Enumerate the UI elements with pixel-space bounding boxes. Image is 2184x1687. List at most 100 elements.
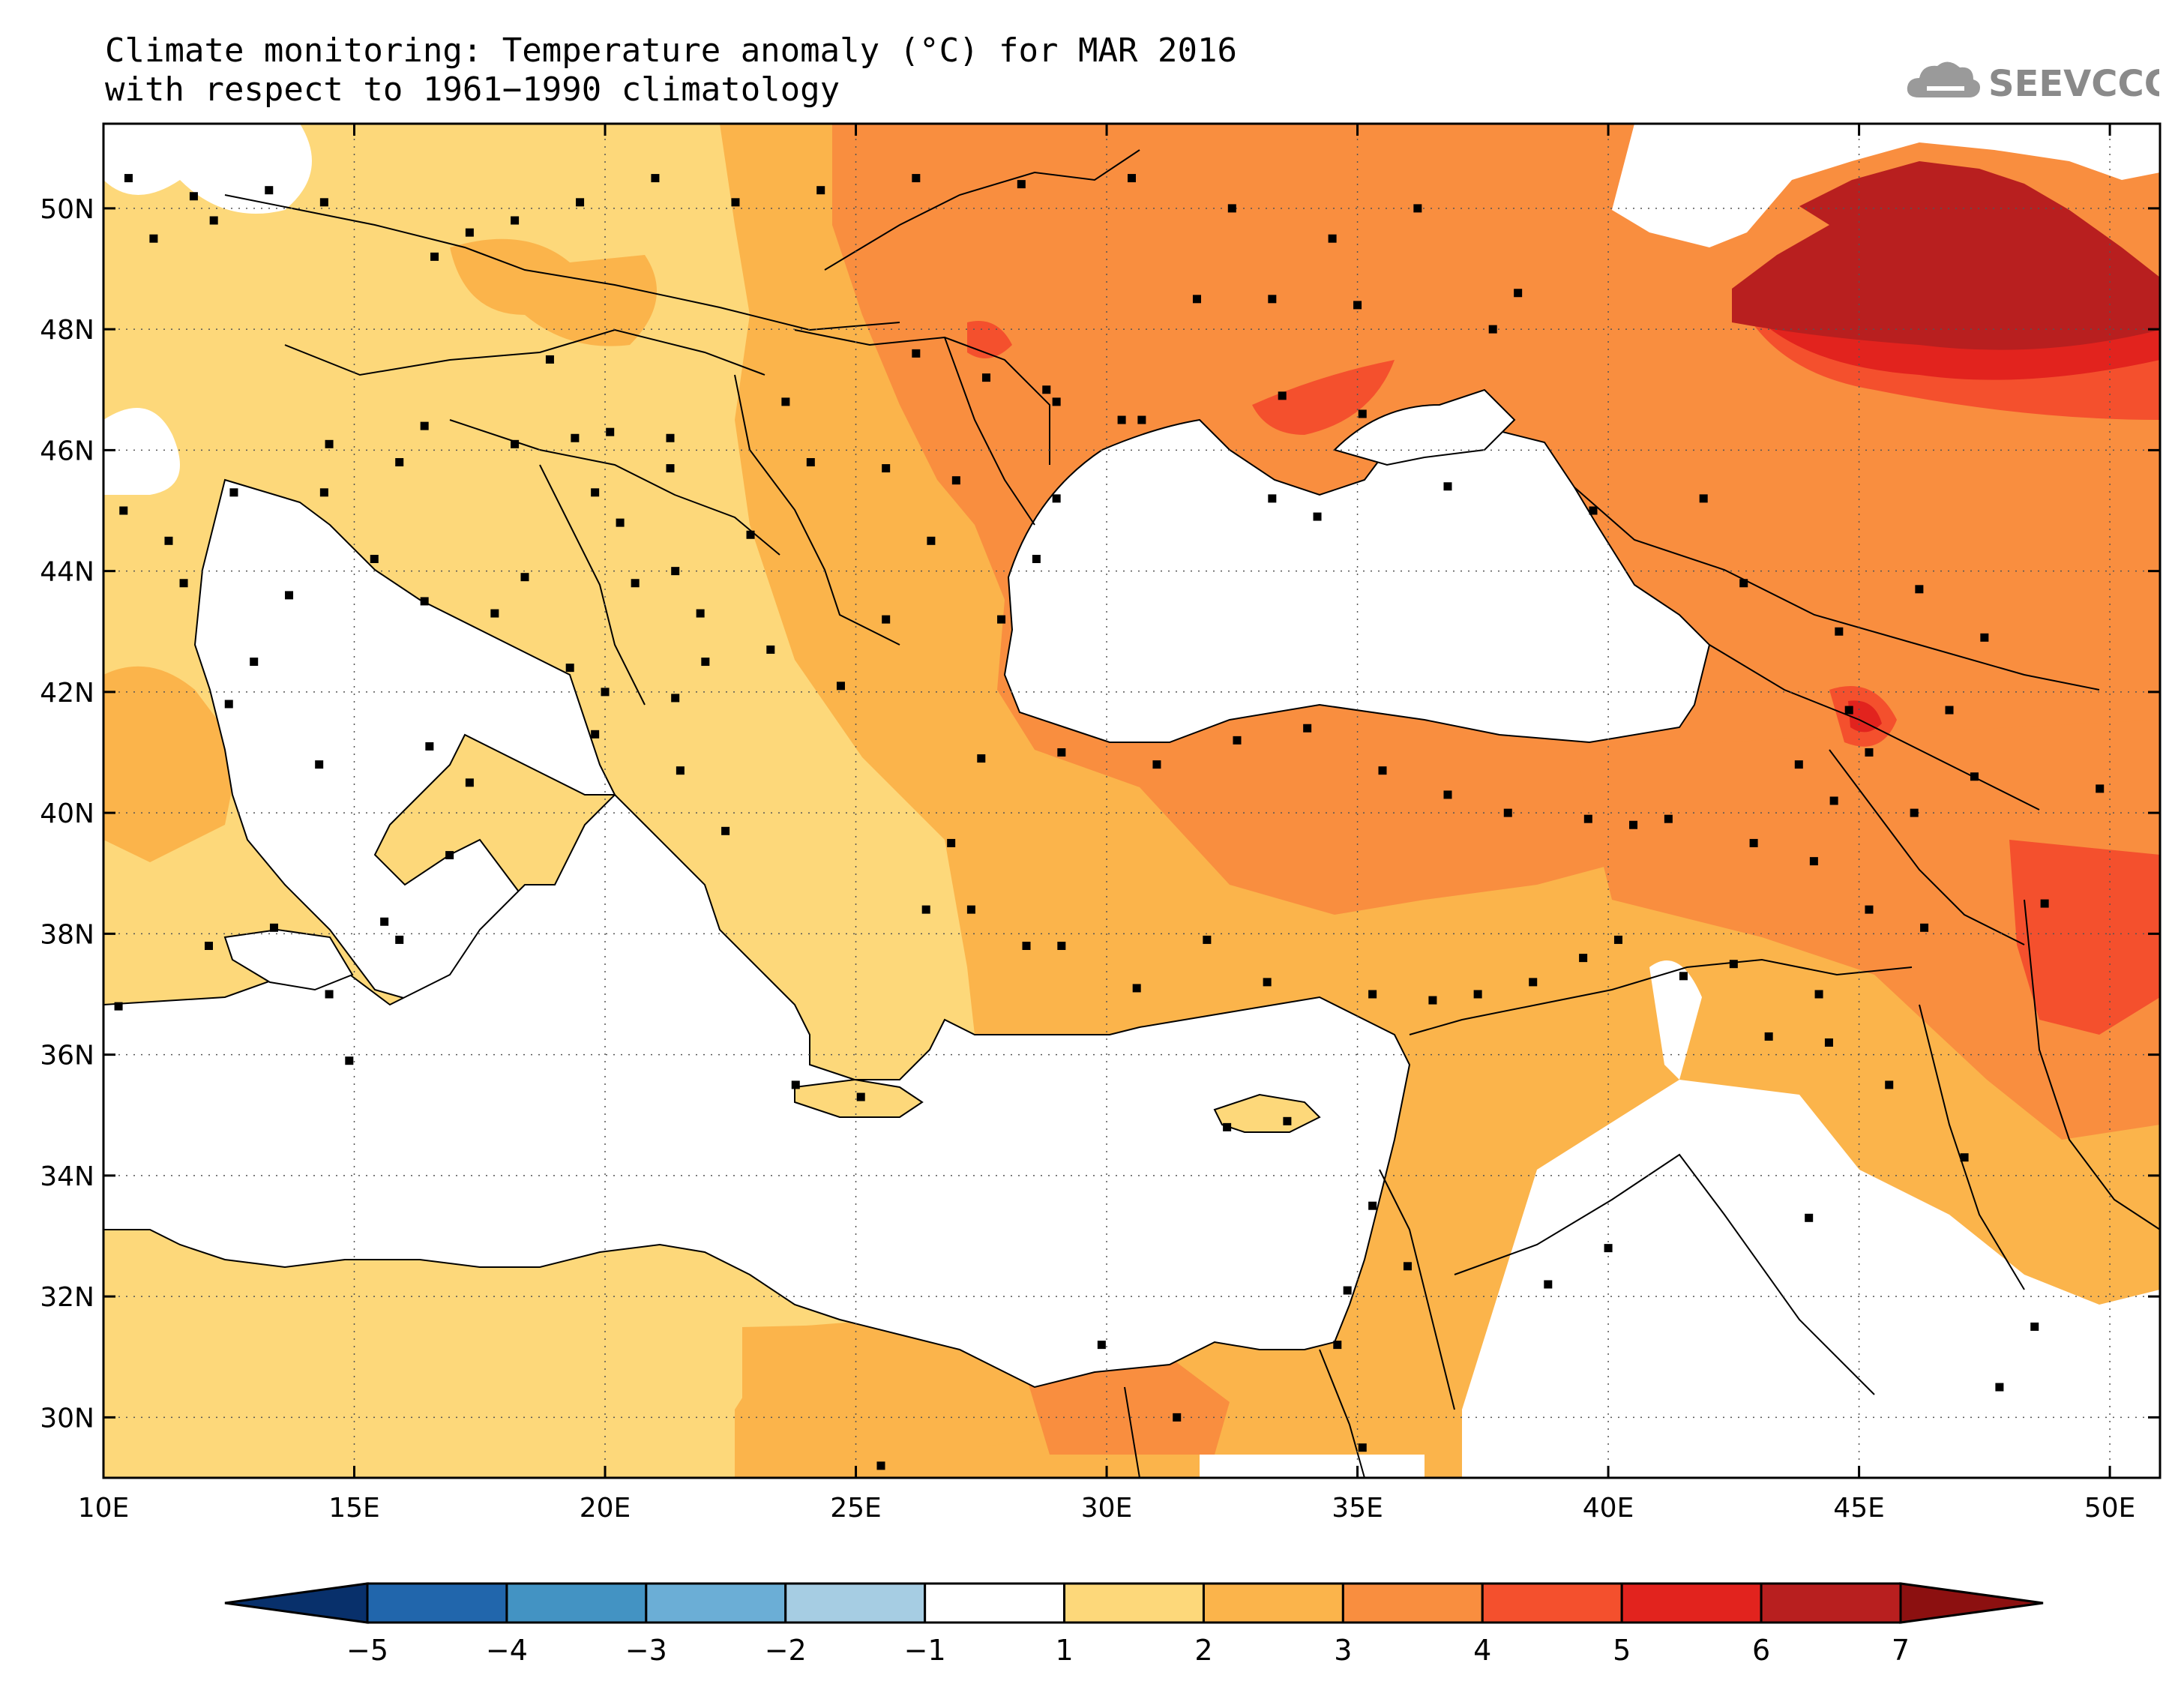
station-marker xyxy=(1313,512,1322,521)
station-marker xyxy=(149,234,158,243)
station-marker xyxy=(1885,1080,1894,1089)
station-marker xyxy=(912,174,921,183)
station-marker xyxy=(1278,391,1287,400)
station-marker xyxy=(1263,978,1272,987)
station-marker xyxy=(1749,838,1758,847)
station-marker xyxy=(1097,1341,1106,1350)
station-marker xyxy=(571,433,580,442)
station-marker xyxy=(1343,1286,1352,1295)
station-marker xyxy=(114,1002,123,1011)
colorbar-swatch xyxy=(645,1582,787,1624)
station-marker xyxy=(1137,415,1146,424)
colorbar-swatch xyxy=(1481,1582,1623,1624)
station-marker xyxy=(325,439,334,448)
station-marker xyxy=(164,536,173,545)
station-marker xyxy=(565,664,574,673)
station-marker xyxy=(511,216,520,225)
colorbar-swatch xyxy=(1341,1582,1484,1624)
station-marker xyxy=(746,530,755,539)
station-marker xyxy=(1403,1262,1412,1271)
colorbar-label: 2 xyxy=(1194,1634,1212,1667)
station-marker xyxy=(119,506,128,515)
station-marker xyxy=(319,198,328,207)
station-marker xyxy=(1052,397,1061,406)
lon-tick-label: 10E xyxy=(78,1493,130,1524)
colorbar-min-arrow xyxy=(224,1582,369,1624)
islands xyxy=(223,928,1321,1133)
station-marker xyxy=(951,476,960,485)
no-data-region-w xyxy=(103,408,180,495)
station-marker xyxy=(1268,494,1277,503)
station-marker xyxy=(1117,415,1126,424)
station-marker xyxy=(1488,325,1497,334)
station-marker xyxy=(1443,482,1452,491)
station-marker xyxy=(806,458,815,466)
station-marker xyxy=(1268,295,1277,304)
station-marker xyxy=(791,1080,800,1089)
station-marker xyxy=(425,742,434,751)
colorbar-label: −1 xyxy=(904,1634,946,1667)
station-marker xyxy=(345,1056,354,1065)
station-marker xyxy=(721,826,730,835)
station-marker xyxy=(616,518,625,527)
station-marker xyxy=(395,458,404,466)
station-marker xyxy=(1358,409,1367,418)
axis-ticks: 10E 15E 20E 25E 30E 35E 40E 45E 50E 50N 48N 46N 44N 4… xyxy=(40,124,2160,1524)
colorbar-label: −3 xyxy=(625,1634,667,1667)
country-borders xyxy=(224,149,2160,1478)
station-marker xyxy=(1814,990,1823,999)
station-marker xyxy=(882,615,891,624)
lon-tick-label: 50E xyxy=(2084,1493,2136,1524)
station-marker xyxy=(1223,1122,1232,1131)
station-marker xyxy=(631,579,640,588)
station-marker xyxy=(269,923,278,932)
anomaly-zone-2-3-sw xyxy=(103,666,240,862)
lat-tick-label: 42N xyxy=(40,678,94,709)
colorbar-swatch xyxy=(784,1582,927,1624)
colorbar-swatch xyxy=(1620,1582,1763,1624)
station-marker xyxy=(265,186,274,195)
station-marker xyxy=(420,597,429,606)
station-marker xyxy=(1057,748,1066,757)
station-marker xyxy=(977,754,986,763)
station-marker xyxy=(520,573,529,582)
colorbar-max-arrow xyxy=(1899,1582,2044,1624)
lat-tick-label: 38N xyxy=(40,919,94,950)
station-marker xyxy=(591,488,600,497)
station-marker xyxy=(1443,790,1452,799)
station-marker xyxy=(285,591,294,600)
station-marker xyxy=(511,439,520,448)
station-marker xyxy=(947,838,956,847)
station-marker xyxy=(420,421,429,430)
station-marker xyxy=(1699,494,1708,503)
station-marker xyxy=(124,174,133,183)
station-marker xyxy=(380,917,389,926)
lon-tick-label: 45E xyxy=(1833,1493,1885,1524)
station-marker xyxy=(671,694,680,703)
anomaly-zone-4-5-ukraine xyxy=(1252,360,1395,435)
station-marker xyxy=(2030,1322,2039,1331)
station-marker xyxy=(921,905,930,914)
station-marker xyxy=(666,464,675,473)
station-marker xyxy=(1353,301,1362,310)
station-marker xyxy=(1358,1443,1367,1452)
lat-tick-label: 40N xyxy=(40,799,94,829)
colorbar-swatch xyxy=(366,1582,508,1624)
station-marker xyxy=(490,609,499,618)
station-marker xyxy=(1920,923,1929,932)
lat-tick-label: 36N xyxy=(40,1041,94,1071)
colorbar-swatch xyxy=(1063,1582,1205,1624)
station-marker xyxy=(1152,760,1161,769)
colorbar-label: 3 xyxy=(1334,1634,1352,1667)
station-marker xyxy=(2040,899,2049,908)
lat-tick-label: 50N xyxy=(40,194,94,225)
station-marker xyxy=(1283,1116,1292,1125)
station-marker xyxy=(731,198,740,207)
station-marker xyxy=(1764,1032,1773,1041)
station-marker xyxy=(1368,990,1377,999)
no-data-region-iraq xyxy=(1649,960,1702,1080)
station-marker xyxy=(1128,174,1136,183)
station-marker xyxy=(1233,736,1242,745)
station-marker xyxy=(445,851,454,860)
station-marker xyxy=(1583,814,1592,823)
